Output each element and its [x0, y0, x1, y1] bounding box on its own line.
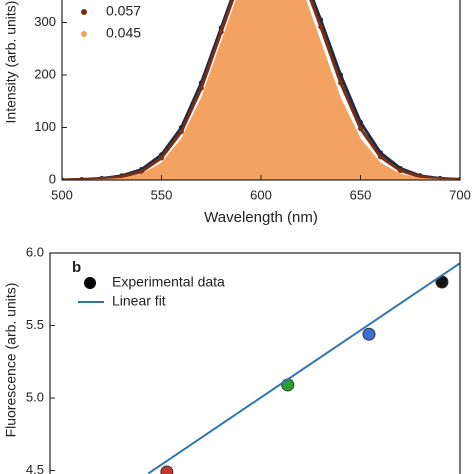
- marker: [362, 327, 376, 341]
- legend-label: 0.057: [106, 3, 141, 19]
- fit-line: [147, 262, 460, 474]
- legend-label: 0.045: [106, 25, 141, 41]
- x-tick-label: 550: [151, 187, 173, 202]
- plot-area: [147, 262, 460, 474]
- y-tick-label: 300: [34, 14, 56, 29]
- x-tick-label: 700: [449, 187, 471, 202]
- marker: [139, 169, 145, 175]
- plot-frame: [49, 252, 461, 474]
- x-axis-label: Wavelength (nm): [204, 209, 318, 226]
- y-tick-label: 100: [34, 119, 56, 134]
- plot-area: [62, 0, 460, 180]
- marker: [218, 29, 224, 35]
- marker: [281, 378, 295, 392]
- legend-marker: [84, 277, 96, 289]
- marker: [79, 176, 85, 180]
- legend-marker: [81, 9, 87, 15]
- x-tick-label: 500: [51, 187, 73, 202]
- legend-label: Experimental data: [112, 274, 225, 290]
- area: [62, 0, 460, 180]
- x-tick-label: 650: [350, 187, 372, 202]
- marker: [198, 85, 204, 91]
- marker: [397, 168, 403, 174]
- legend-label: Linear fit: [112, 293, 166, 309]
- panel-label: b: [72, 259, 81, 276]
- marker: [160, 465, 174, 474]
- marker: [318, 24, 324, 30]
- marker: [338, 80, 344, 86]
- y-axis-label: Intensity (arb. units): [3, 1, 19, 124]
- y-tick-label: 5.0: [26, 389, 44, 404]
- marker: [62, 177, 65, 180]
- curve: [62, 0, 460, 180]
- x-tick-label: 600: [250, 187, 272, 202]
- marker: [457, 176, 460, 180]
- marker: [358, 126, 363, 132]
- marker: [377, 154, 383, 160]
- marker: [159, 155, 164, 161]
- y-tick-label: 0: [49, 171, 56, 186]
- y-tick-label: 200: [34, 66, 56, 81]
- legend-marker: [81, 31, 87, 37]
- y-tick-label: 6.0: [26, 244, 44, 259]
- y-axis-label: Fluorescence (arb. units): [3, 283, 19, 438]
- y-tick-label: 4.5: [26, 462, 44, 474]
- marker: [178, 129, 184, 135]
- y-tick-label: 5.5: [26, 317, 44, 332]
